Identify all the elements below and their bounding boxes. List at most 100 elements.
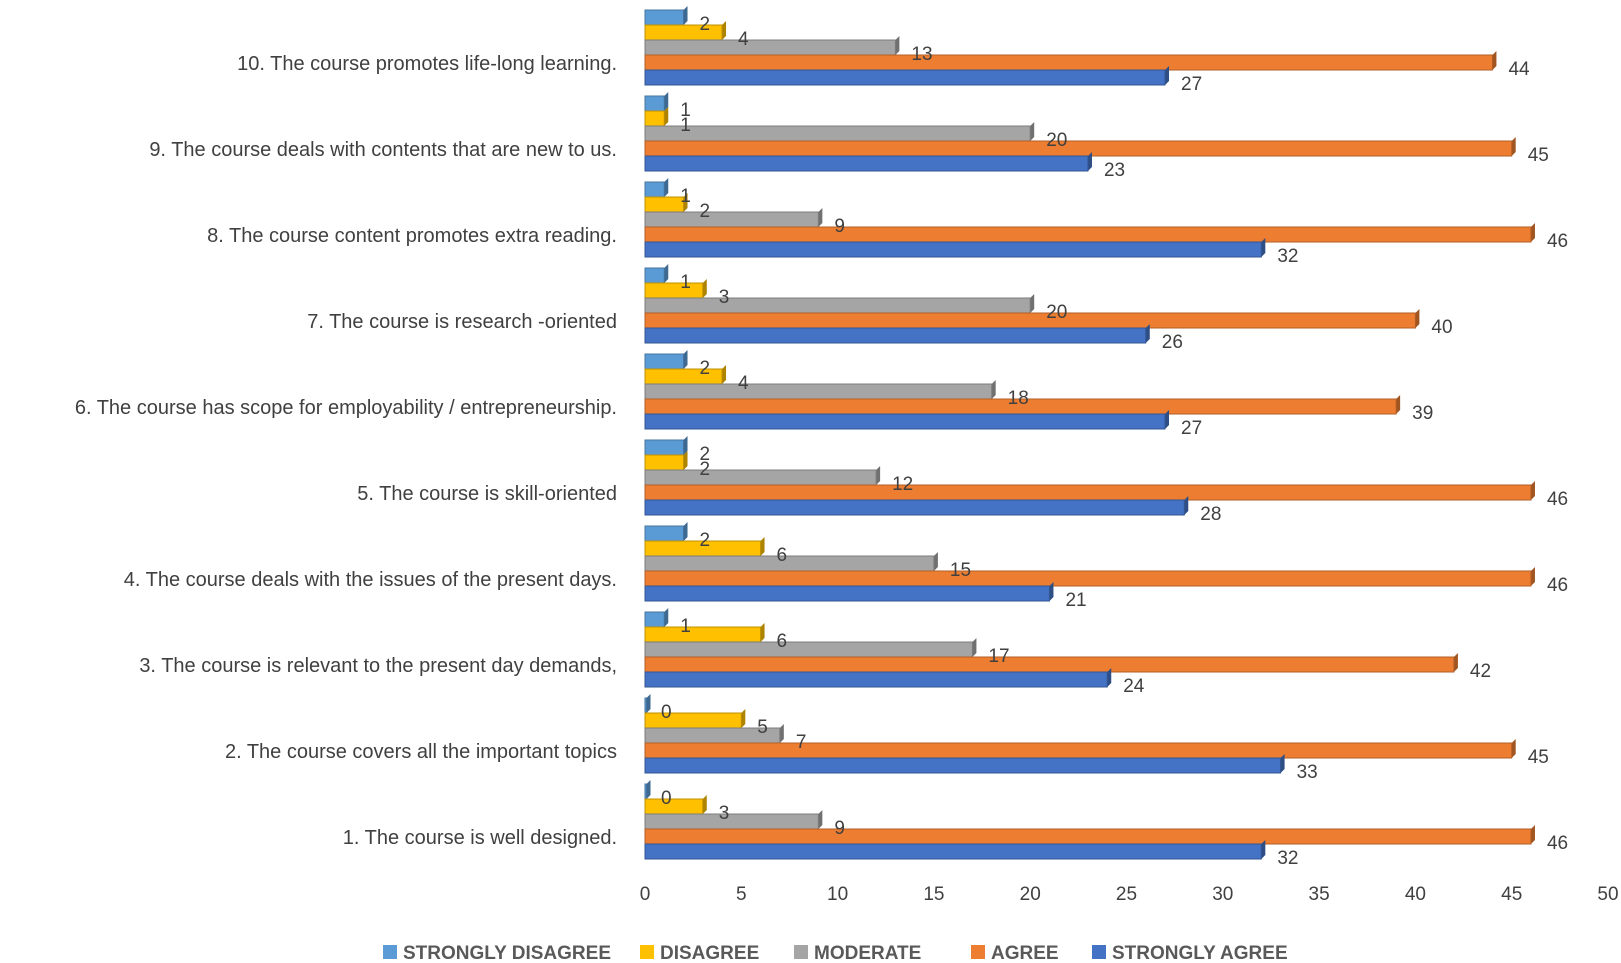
bar-side <box>1087 152 1092 171</box>
category-label: 2. The course covers all the important t… <box>225 741 617 763</box>
bars-layer <box>644 6 1535 860</box>
data-label: 12 <box>892 474 913 495</box>
bar-side <box>933 552 938 571</box>
legend-swatch <box>383 945 397 959</box>
bar-face <box>644 757 1282 774</box>
bar <box>644 6 688 26</box>
bar <box>644 324 1150 344</box>
bar-side <box>1396 395 1401 414</box>
bar-face <box>644 155 1089 172</box>
bar-face <box>644 39 896 56</box>
bar-face <box>644 110 665 127</box>
bar-face <box>644 125 1031 142</box>
legend-label: AGREE <box>991 943 1059 963</box>
bar-side <box>646 694 651 713</box>
bar <box>644 496 1189 516</box>
data-label: 13 <box>911 44 932 65</box>
legend-swatch <box>1092 945 1106 959</box>
bar <box>644 567 1535 587</box>
legend-item: AGREE <box>971 943 1059 963</box>
legend-item: STRONGLY AGREE <box>1092 943 1288 963</box>
bar <box>644 582 1054 602</box>
data-label: 2 <box>700 14 711 35</box>
bar-side <box>972 638 977 657</box>
bar <box>644 780 651 800</box>
bar-side <box>664 92 669 111</box>
data-label: 2 <box>700 530 711 551</box>
bar <box>644 152 1092 172</box>
data-label: 2 <box>700 444 711 465</box>
bar-side <box>1261 840 1266 859</box>
bar-side <box>1511 739 1516 758</box>
bar-side <box>1165 66 1170 85</box>
data-label: 15 <box>950 560 971 581</box>
data-label: 1 <box>680 616 691 637</box>
bar <box>644 122 1035 142</box>
legend-item: DISAGREE <box>640 943 759 963</box>
data-label: 39 <box>1412 403 1433 424</box>
bar <box>644 608 669 628</box>
category-label: 8. The course content promotes extra rea… <box>207 225 617 247</box>
category-label: 10. The course promotes life-long learni… <box>237 53 617 75</box>
bar-face <box>644 454 685 471</box>
data-label: 18 <box>1008 388 1029 409</box>
bar-face <box>644 439 685 456</box>
bar-side <box>1530 481 1535 500</box>
bar <box>644 36 900 56</box>
tick-label: 5 <box>736 884 747 905</box>
bar-face <box>644 140 1513 157</box>
bar-side <box>702 795 707 814</box>
value-axis: 0 5 10 15 20 25 30 35 40 45 50 <box>640 884 1619 905</box>
bar-side <box>818 810 823 829</box>
bar-face <box>644 484 1532 501</box>
legend-label: STRONGLY DISAGREE <box>403 943 611 963</box>
data-label: 2 <box>700 358 711 379</box>
bar-side <box>1184 496 1189 515</box>
data-label: 2 <box>700 201 711 222</box>
legend-item: MODERATE <box>794 943 921 963</box>
bar-side <box>1530 567 1535 586</box>
bar-face <box>644 297 1031 314</box>
bar-side <box>779 724 784 743</box>
data-label: 23 <box>1104 160 1125 181</box>
bar <box>644 694 651 714</box>
bar-face <box>644 742 1513 759</box>
bar-face <box>644 641 973 658</box>
bar <box>644 21 727 41</box>
bar-face <box>644 570 1532 587</box>
bar-side <box>1165 410 1170 429</box>
bar <box>644 238 1266 258</box>
bar-face <box>644 525 685 542</box>
data-label: 4 <box>738 29 749 50</box>
bar <box>644 840 1266 860</box>
tick-label: 40 <box>1405 884 1426 905</box>
tick-label: 50 <box>1597 884 1618 905</box>
bar <box>644 380 996 400</box>
bar-face <box>644 282 704 299</box>
bar-face <box>644 783 647 800</box>
category-label: 3. The course is relevant to the present… <box>139 655 617 677</box>
category-label: 5. The course is skill-oriented <box>357 483 617 505</box>
category-label: 9. The course deals with contents that a… <box>149 139 617 161</box>
data-label: 20 <box>1046 302 1067 323</box>
data-label: 3 <box>719 287 730 308</box>
category-label: 7. The course is research -oriented <box>307 311 617 333</box>
data-label: 3 <box>719 803 730 824</box>
bar-face <box>644 383 993 400</box>
bar-face <box>644 555 935 572</box>
data-label: 0 <box>661 702 672 723</box>
data-label: 45 <box>1528 747 1549 768</box>
bar-face <box>644 626 762 643</box>
bar-face <box>644 843 1262 860</box>
bar-face <box>644 69 1166 86</box>
bar-face <box>644 95 665 112</box>
data-label: 5 <box>757 717 768 738</box>
bar-face <box>644 611 665 628</box>
bar-face <box>644 813 819 830</box>
bar-side <box>760 537 765 556</box>
bar-side <box>722 21 727 40</box>
category-label: 1. The course is well designed. <box>343 827 617 849</box>
data-label: 21 <box>1065 590 1086 611</box>
bar-side <box>1107 668 1112 687</box>
data-label: 6 <box>777 631 788 652</box>
